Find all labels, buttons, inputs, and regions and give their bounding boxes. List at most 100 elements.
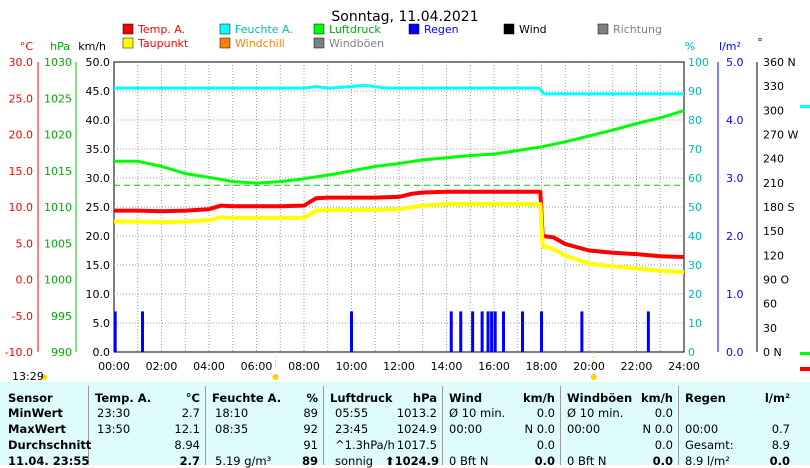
- hum-tick-label: 60: [688, 172, 702, 185]
- x-tick-label: 08:00: [288, 360, 320, 373]
- stats-header-rain: Regen: [685, 391, 726, 405]
- legend-swatch: [219, 37, 231, 49]
- press-tick-label: 995: [51, 310, 72, 323]
- rain-tick-label: 5.0: [726, 56, 744, 69]
- legend-label: Feuchte A.: [235, 23, 293, 36]
- x-tick-label: 16:00: [478, 360, 510, 373]
- temp-tick-label: 10.0: [9, 201, 34, 214]
- series-line-feuchte-a: [114, 83, 684, 96]
- dir-tick-label: 180 S: [763, 201, 794, 214]
- stats-cell-rain-t: 00:00: [685, 422, 719, 436]
- legend-swatch: [408, 23, 420, 35]
- press-tick-label: 1015: [44, 165, 72, 178]
- stats-cell-temp-v: 8.94: [174, 438, 200, 452]
- legend-label: Richtung: [613, 23, 662, 36]
- dir-tick-label: 270 W: [763, 129, 798, 142]
- temp-tick-label: 0.0: [16, 274, 34, 287]
- stats-cell-label: 11.04. 23:55: [8, 454, 90, 468]
- rain-bar: [449, 311, 453, 352]
- wind-tick-label: 15.0: [86, 259, 111, 272]
- wind-unit: km/h: [78, 40, 106, 53]
- legend-swatch: [313, 23, 325, 35]
- stats-cell-temp-v: 2.7: [181, 406, 200, 420]
- press-unit: hPa: [50, 40, 70, 53]
- stats-cell-rain-t: Gesamt:: [685, 438, 734, 452]
- legend-swatch: [122, 23, 134, 35]
- press-tick-label: 1020: [44, 129, 72, 142]
- rain-bar: [521, 311, 524, 352]
- hum-tick-label: 80: [688, 114, 702, 127]
- press-tick-label: 990: [51, 346, 72, 359]
- x-tick-label: 06:00: [241, 360, 273, 373]
- stats-cell-hum-v: 89: [301, 454, 318, 468]
- hum-tick-label: 20: [688, 288, 702, 301]
- stats-cell-press-v: 1017.5: [396, 438, 437, 452]
- stats-cell-gust-t: 00:00: [567, 422, 601, 436]
- dir-tick-label: 150: [763, 225, 784, 238]
- stats-cell-press-t: ^1.3hPa/h: [335, 438, 395, 452]
- legend-swatch: [503, 23, 515, 35]
- stats-header-press-unit: hPa: [412, 391, 437, 405]
- press-tick-label: 1030: [44, 56, 72, 69]
- stats-cell-temp-v: 12.1: [174, 422, 200, 436]
- rain-tick-label: 2.0: [726, 230, 744, 243]
- rain-bar: [493, 311, 497, 352]
- rain-tick-label: 0.0: [726, 346, 744, 359]
- stats-cell-wind-t: 0 Bft N: [449, 454, 489, 468]
- wind-tick-label: 35.0: [86, 143, 111, 156]
- temp-tick-label: 20.0: [9, 129, 34, 142]
- x-tick-label: 10:00: [336, 360, 368, 373]
- temp-tick-label: 15.0: [9, 165, 34, 178]
- temp-unit: °C: [20, 40, 34, 53]
- stats-cell-temp-t: 13:50: [97, 422, 131, 436]
- rain-bar: [486, 311, 490, 352]
- stats-cell-press-v: ⬆1024.9: [385, 454, 440, 468]
- weather-chart: Sonntag, 11.04.2021 Temp. A. Feuchte A. Luf…: [5, 9, 810, 380]
- sun-marker-current: [41, 374, 47, 380]
- rain-bar: [141, 311, 144, 352]
- legend-label: Taupunkt: [137, 37, 189, 50]
- dir-tick-label: 30: [763, 322, 777, 335]
- wind-tick-label: 40.0: [86, 114, 111, 127]
- stats-cell-wind-v: 0.0: [536, 438, 555, 452]
- press-tick-label: 1005: [44, 237, 72, 250]
- stats-header-sensor: Sensor: [8, 391, 53, 405]
- wind-tick-label: 25.0: [86, 201, 111, 214]
- stats-cell-gust-t: Ø 10 min.: [567, 406, 624, 420]
- stats-cell-hum-v: 89: [303, 406, 318, 420]
- legend-label: Wind: [519, 23, 547, 36]
- hum-tick-label: 40: [688, 230, 702, 243]
- stats-table: Sensor Temp. A. °C Feuchte A. % Luftdruc…: [0, 382, 810, 468]
- hum-tick-label: 30: [688, 259, 702, 272]
- rain-bar: [540, 311, 543, 352]
- stats-cell-wind-v: N 0.0: [524, 422, 555, 436]
- right-indicator: [800, 367, 810, 371]
- dir-tick-label: 0 N: [763, 346, 782, 359]
- rain-bar: [490, 311, 494, 352]
- hum-tick-label: 50: [688, 201, 702, 214]
- rain-bar: [646, 311, 650, 352]
- dir-tick-label: 330: [763, 80, 784, 93]
- stats-cell-hum-t: 08:35: [215, 422, 249, 436]
- wind-tick-label: 20.0: [86, 230, 111, 243]
- stats-header-gust-unit: km/h: [640, 391, 673, 405]
- right-indicator: [800, 105, 810, 108]
- stats-cell-gust-t: 0 Bft N: [567, 454, 607, 468]
- hum-tick-label: 10: [688, 317, 702, 330]
- x-tick-label: 18:00: [526, 360, 558, 373]
- stats-cell-label: MaxWert: [8, 422, 66, 436]
- dir-tick-label: 90 O: [763, 274, 789, 287]
- x-tick-label: 22:00: [621, 360, 653, 373]
- hum-tick-label: 70: [688, 143, 702, 156]
- rain-bar: [480, 311, 484, 352]
- stats-header-temp: Temp. A.: [95, 391, 152, 405]
- stats-cell-label: MinWert: [8, 406, 63, 420]
- stats-cell-label: Durchschnitt: [8, 438, 92, 452]
- sun-marker: [590, 374, 597, 380]
- rain-bar: [113, 311, 117, 352]
- x-tick-label: 12:00: [383, 360, 415, 373]
- stats-cell-temp-t: 23:30: [97, 406, 131, 420]
- dir-tick-label: 60: [763, 298, 777, 311]
- dir-tick-label: 120: [763, 249, 784, 262]
